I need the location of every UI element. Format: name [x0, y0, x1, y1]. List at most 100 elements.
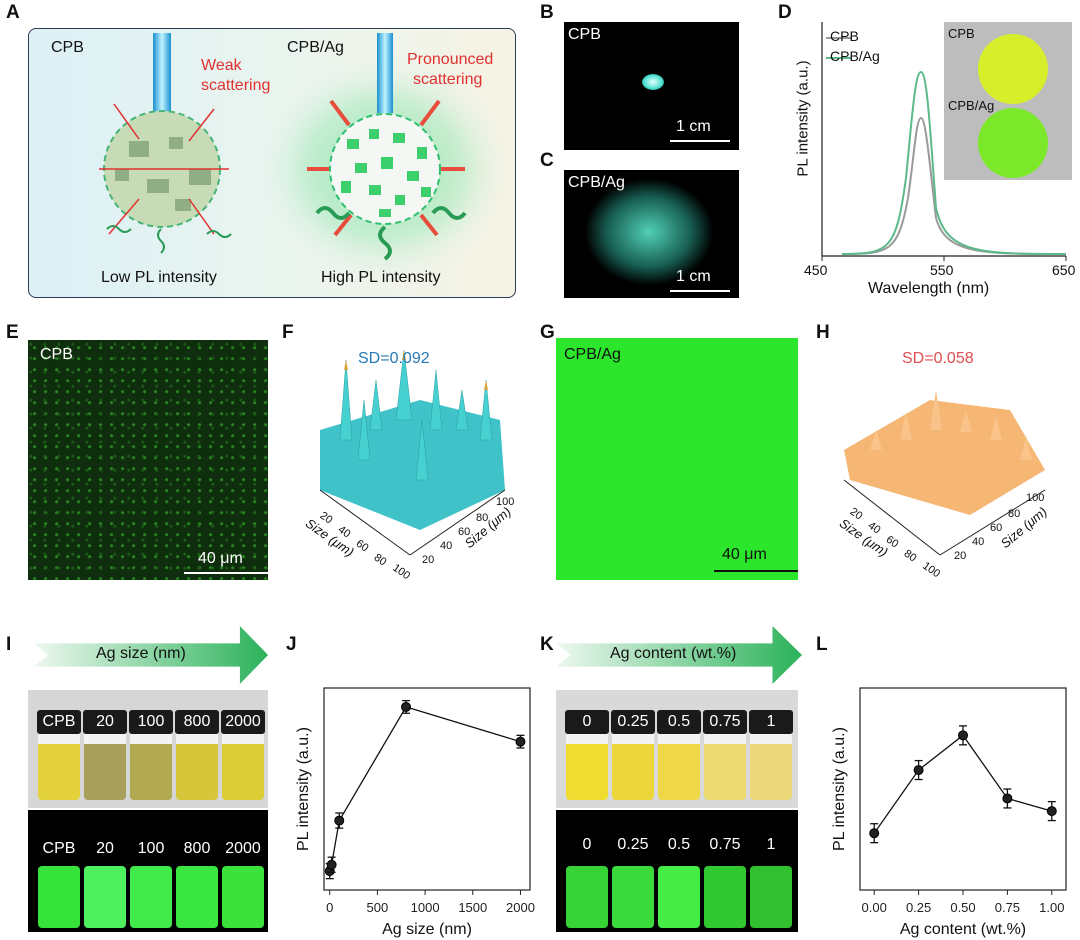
panel-e-photo: CPB 40 μm	[28, 340, 268, 580]
wave-icon	[315, 206, 351, 220]
scale-bar	[184, 572, 268, 574]
vial-label: CPB	[37, 710, 81, 734]
vial	[658, 866, 700, 928]
panel-b-photo: CPB 1 cm	[564, 22, 739, 150]
panel-d-ylabel: PL intensity (a.u.)	[794, 60, 812, 177]
panel-c-scale-text: 1 cm	[676, 268, 711, 285]
laser-spot	[642, 74, 664, 90]
pronounced-scatter-arrows	[307, 99, 465, 237]
panel-d-chart	[821, 22, 1067, 261]
tick-550: 550	[930, 262, 954, 278]
panel-i-vials-day: CPB 20 100 800 2000	[28, 690, 268, 808]
panel-letter-c: C	[540, 150, 554, 171]
vial	[222, 866, 264, 928]
wave-icon	[157, 228, 165, 254]
data-point	[334, 815, 345, 826]
x-tick-label: 500	[367, 900, 389, 915]
scale-bar	[670, 140, 730, 142]
vial	[176, 866, 218, 928]
vial	[84, 866, 126, 928]
weak-line2: scattering	[201, 77, 271, 94]
panel-j-chart: 0 500 1000 1500 2000 Ag size (nm) PL intensity…	[295, 687, 535, 938]
scale-bar	[714, 570, 798, 572]
vial-label: 2000	[225, 840, 261, 857]
tick-450: 450	[804, 262, 828, 278]
vial-label: 0	[565, 710, 609, 734]
panel-g-photo: CPB/Ag 40 μm	[556, 338, 798, 580]
ag-crystals	[341, 129, 431, 217]
wave-icon	[106, 225, 132, 233]
pronounced-line2: scattering	[413, 71, 483, 88]
data-point	[1046, 806, 1057, 817]
x-tick-label: 0.00	[862, 900, 887, 915]
vial-label: 0.5	[657, 710, 701, 734]
vial	[566, 866, 608, 928]
data-point	[515, 736, 526, 747]
panel-b-scale-text: 1 cm	[676, 118, 711, 135]
vial-label: CPB	[42, 840, 76, 857]
x-tick-label: 0.75	[995, 900, 1020, 915]
panel-b-label: CPB	[568, 26, 601, 43]
vial-label: 1	[766, 836, 776, 853]
surface-spikes	[339, 349, 493, 481]
f-tick-b: 80	[476, 512, 489, 524]
panel-a-drawing	[99, 33, 514, 284]
x-tick-label: 0.25	[906, 900, 931, 915]
plot-frame	[323, 687, 531, 891]
axis-2	[939, 489, 1046, 556]
h-tick-b: 80	[1008, 508, 1021, 520]
panel-h-sd: SD=0.058	[902, 350, 974, 367]
f-tick-b: 40	[440, 540, 453, 552]
vial-label: 800	[175, 710, 219, 734]
panel-letter-a: A	[6, 2, 20, 23]
panel-k-vials-uv: 0 0.25 0.5 0.75 1	[556, 810, 798, 932]
laser-beam-left	[153, 33, 171, 113]
data-point	[326, 859, 337, 870]
axis-1	[319, 489, 411, 556]
f-tick-b: 20	[422, 554, 435, 566]
x-tick-label: 0.50	[950, 900, 975, 915]
vial-label: 20	[96, 840, 114, 857]
panel-f-sd: SD=0.092	[358, 350, 430, 367]
y-axis-label: PL intensity (a.u.)	[295, 727, 312, 851]
h-tick-b: 40	[972, 536, 985, 548]
axis-1	[843, 479, 941, 556]
panel-letter-i: I	[6, 634, 12, 655]
x-tick-label: 1.00	[1039, 900, 1064, 915]
panel-i-vials-uv: CPB 20 100 800 2000	[28, 810, 268, 932]
low-pl-label: Low PL intensity	[101, 269, 217, 286]
vial-label: 0	[582, 836, 592, 853]
panel-letter-g: G	[540, 322, 555, 343]
axis-2	[409, 489, 506, 556]
cpb-ag-disk	[978, 108, 1048, 178]
panel-d-xlabel: Wavelength (nm)	[868, 280, 990, 297]
vial-label: 100	[137, 840, 165, 857]
x-tick-label: 2000	[506, 900, 535, 915]
legend-cpb: CPB	[830, 28, 859, 44]
panel-k-arrow-text: Ag content (wt.%)	[610, 645, 737, 662]
x-tick-label: 1000	[411, 900, 440, 915]
panel-g-label: CPB/Ag	[564, 346, 621, 363]
x-axis-label: Ag size (nm)	[382, 921, 472, 938]
high-pl-label: High PL intensity	[321, 269, 441, 286]
cpb-spectrum	[841, 116, 1067, 255]
legend-cpb-ag: CPB/Ag	[830, 48, 880, 64]
panel-d-inset: CPB CPB/Ag	[944, 22, 1072, 180]
panel-f-surface	[319, 349, 506, 556]
series-line	[329, 706, 521, 872]
scale-bar	[670, 290, 730, 292]
panel-letter-h: H	[816, 322, 830, 343]
panel-letter-k: K	[540, 634, 554, 655]
data-point	[913, 765, 924, 776]
x-tick-label: 1500	[458, 900, 487, 915]
wave-icon	[378, 225, 392, 261]
laser-beam-right	[377, 33, 393, 113]
panel-letter-j: J	[286, 634, 297, 655]
cpb-ag-spectrum	[841, 70, 1067, 255]
wave-icon	[431, 206, 467, 220]
panel-g-scale-text: 40 μm	[722, 546, 767, 563]
panel-letter-l: L	[816, 634, 828, 655]
x-axis-label: Ag content (wt.%)	[900, 921, 1026, 938]
h-tick-b: 100	[1026, 492, 1045, 504]
vial-label: 0.5	[667, 836, 691, 853]
